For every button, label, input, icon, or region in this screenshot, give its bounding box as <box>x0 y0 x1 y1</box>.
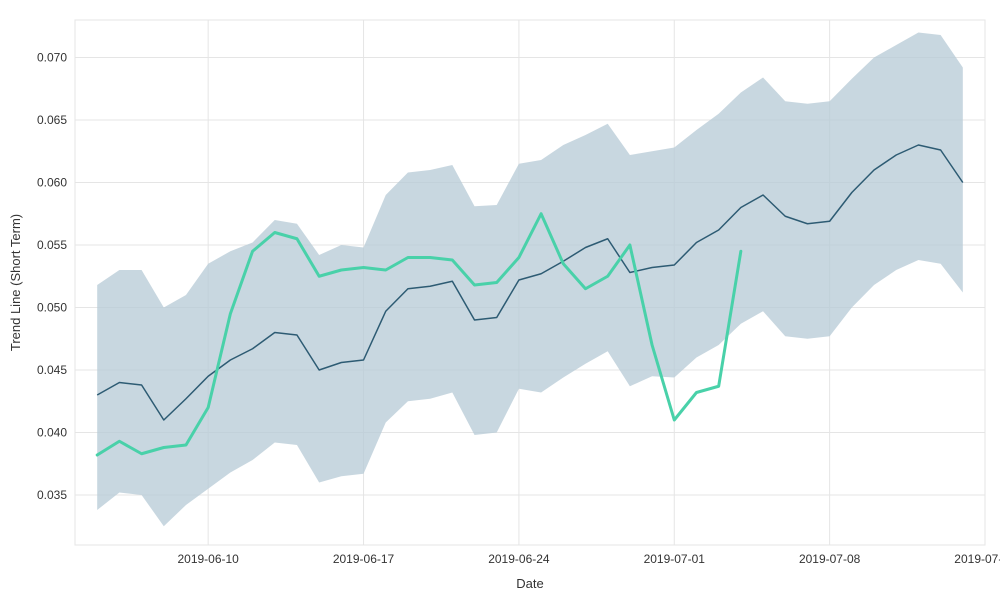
x-tick-label: 2019-06-10 <box>177 552 239 566</box>
y-tick-label: 0.070 <box>37 51 67 65</box>
trend-chart: 0.035 0.040 0.045 0.050 0.055 0.060 0.065 0.070… <box>0 0 1000 600</box>
y-axis-label: Trend Line (Short Term) <box>8 214 23 351</box>
x-tick-label: 2019-07-15 <box>954 552 1000 566</box>
x-tick-label: 2019-07-01 <box>644 552 706 566</box>
x-axis-label: Date <box>516 576 543 591</box>
x-tick-label: 2019-06-17 <box>333 552 395 566</box>
x-tick-label: 2019-06-24 <box>488 552 550 566</box>
chart-svg: 0.035 0.040 0.045 0.050 0.055 0.060 0.065 0.070… <box>0 0 1000 600</box>
x-tick-label: 2019-07-08 <box>799 552 861 566</box>
y-tick-label: 0.055 <box>37 238 67 252</box>
y-tick-label: 0.050 <box>37 301 67 315</box>
y-tick-label: 0.065 <box>37 113 67 127</box>
y-tick-label: 0.040 <box>37 426 67 440</box>
y-tick-label: 0.035 <box>37 488 67 502</box>
y-tick-label: 0.045 <box>37 363 67 377</box>
y-tick-label: 0.060 <box>37 176 67 190</box>
